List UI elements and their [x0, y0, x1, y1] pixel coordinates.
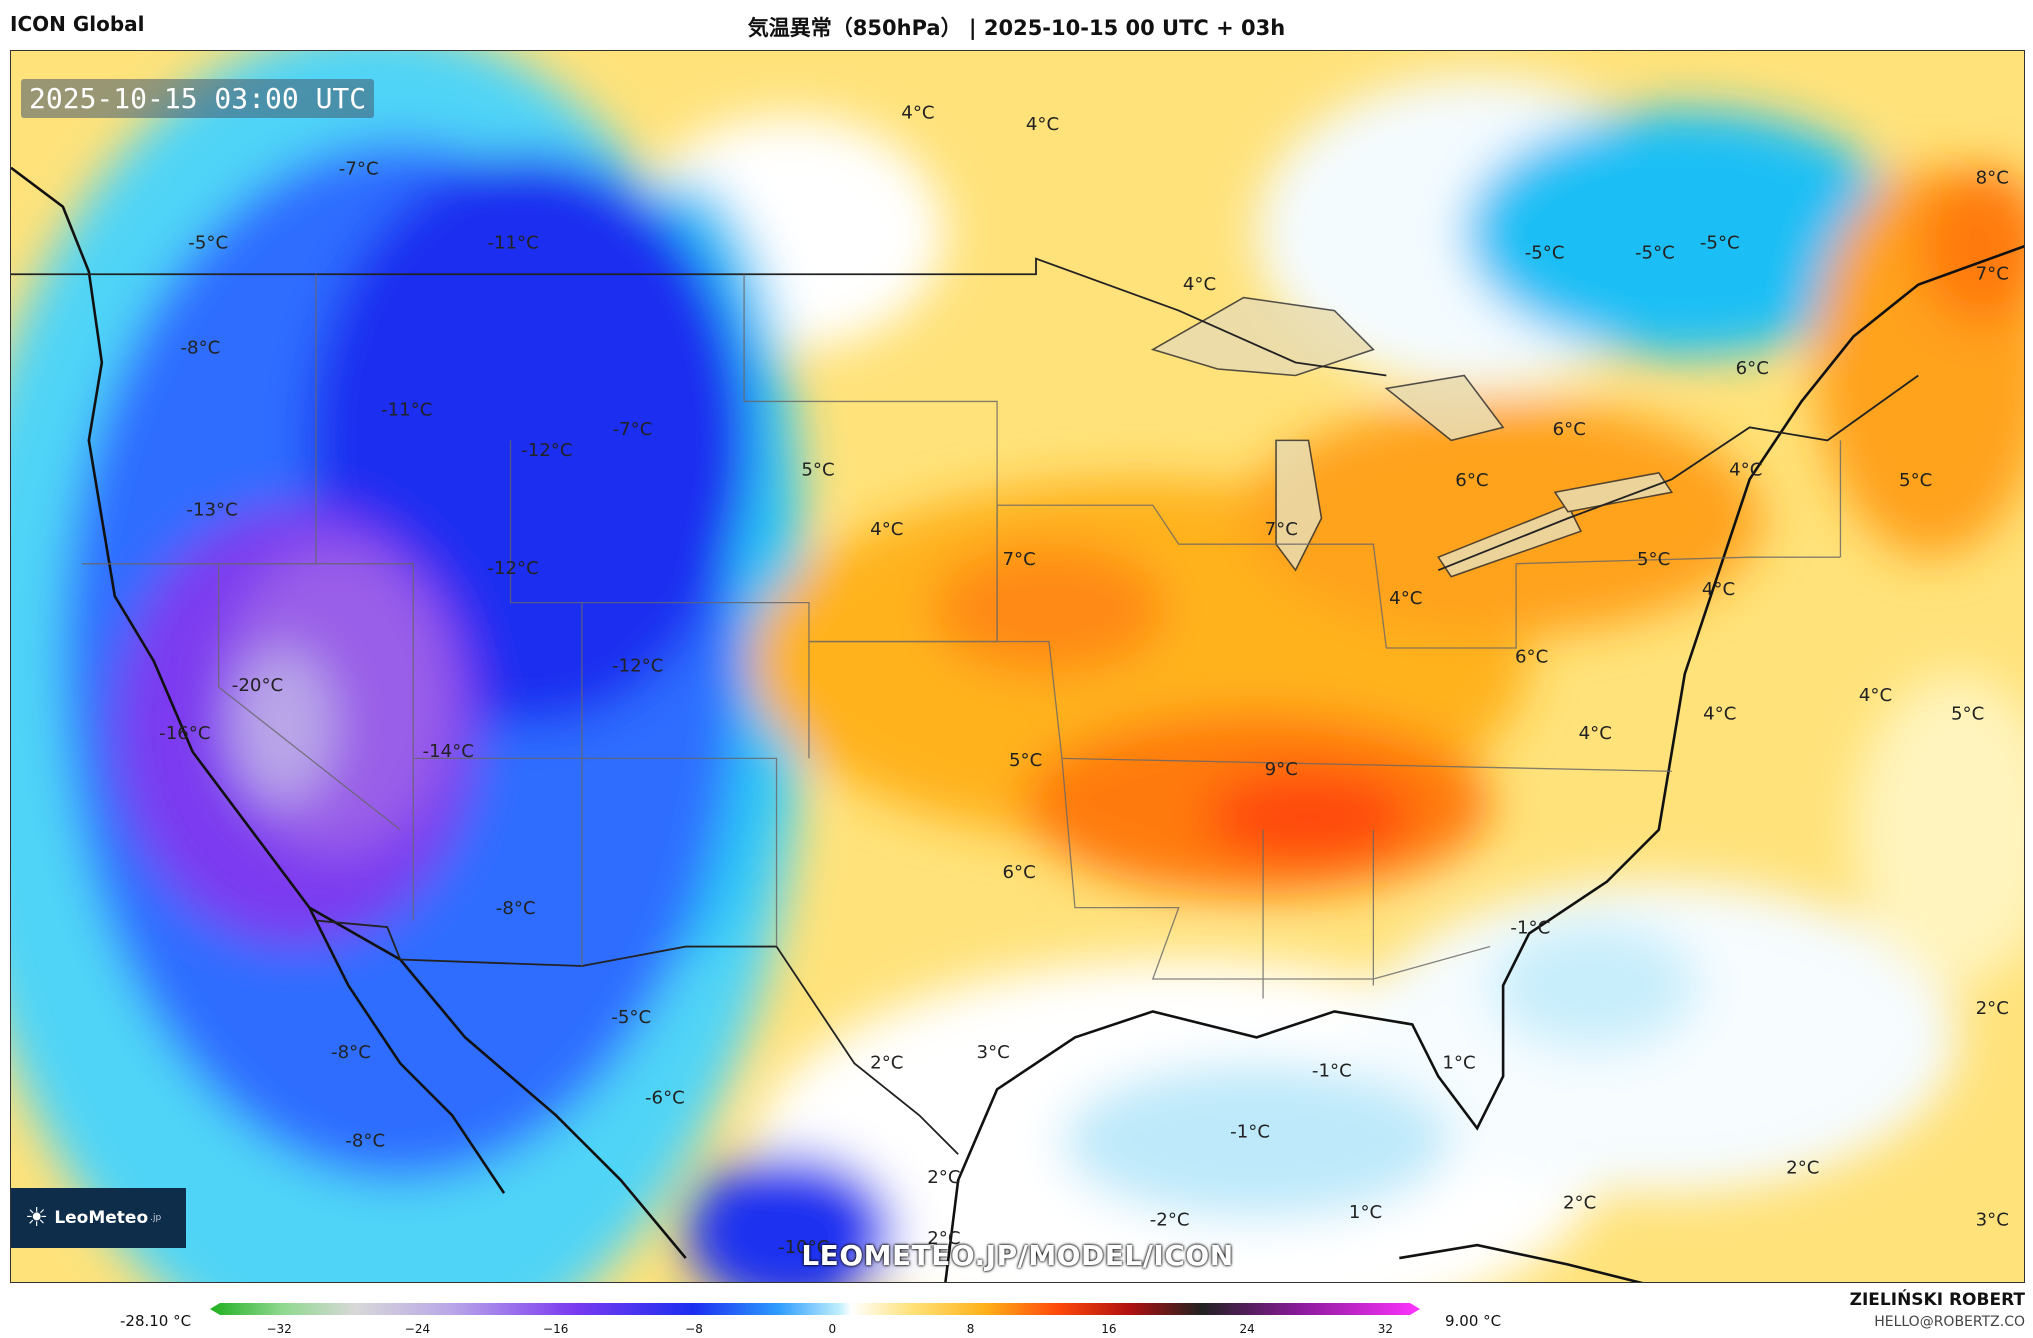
- temperature-label: 5°C: [801, 459, 834, 480]
- temperature-label: -5°C: [188, 232, 228, 253]
- temperature-label: 6°C: [1455, 470, 1488, 491]
- temperature-label: 5°C: [1009, 750, 1042, 771]
- colorbar-tick: 0: [828, 1322, 837, 1336]
- anomaly-map: 4°C 4°C -7°C -5°C -11°C -5°C -5°C -5°C 8°C 7°C 4°C…: [10, 50, 2025, 1283]
- temperature-label: 6°C: [1553, 419, 1586, 440]
- temperature-label: -11°C: [487, 232, 538, 253]
- temperature-label: -14°C: [423, 741, 474, 762]
- temperature-label: 6°C: [1002, 862, 1035, 883]
- temperature-label: -8°C: [181, 337, 221, 358]
- temperature-label: -10°C: [778, 1237, 829, 1258]
- temperature-label: -1°C: [1312, 1060, 1352, 1081]
- temperature-label: 4°C: [1579, 723, 1612, 744]
- temperature-label: -8°C: [331, 1042, 371, 1063]
- temperature-label: 4°C: [901, 102, 934, 123]
- temperature-label: -7°C: [613, 419, 653, 440]
- temperature-label: -5°C: [1525, 243, 1565, 264]
- temperature-label: -12°C: [521, 440, 572, 461]
- author-name: ZIELIŃSKI ROBERT: [1849, 1290, 2025, 1310]
- temperature-label: 3°C: [977, 1042, 1010, 1063]
- colorbar-tick: 16: [1101, 1322, 1117, 1336]
- colorbar-tick: 24: [1239, 1322, 1255, 1336]
- sun-icon: ☀: [25, 1203, 49, 1233]
- temperature-label: 8°C: [1976, 167, 2009, 188]
- temperature-label: -8°C: [345, 1130, 385, 1151]
- temperature-label: 4°C: [1389, 588, 1422, 609]
- temperature-label: -7°C: [339, 158, 379, 179]
- temperature-label: 4°C: [1859, 685, 1892, 706]
- colorbar-tick: 8: [966, 1322, 975, 1336]
- temperature-label: 2°C: [1976, 998, 2009, 1019]
- logo-brand: LeoMeteo: [54, 1208, 149, 1228]
- temperature-label: 1°C: [1442, 1053, 1475, 1074]
- temperature-label: 7°C: [1976, 263, 2009, 284]
- chart-title: 気温異常（850hPa） | 2025-10-15 00 UTC + 03h: [747, 16, 1286, 40]
- temperature-label: 7°C: [1002, 549, 1035, 570]
- temperature-label: -12°C: [487, 558, 538, 579]
- temperature-label: 4°C: [1702, 579, 1735, 600]
- colorbar-tick: −8: [685, 1322, 703, 1336]
- colorbar-tick: −32: [266, 1322, 292, 1336]
- colorbar-min-label: -28.10 °C: [120, 1312, 192, 1330]
- valid-time-badge: 2025-10-15 03:00 UTC: [21, 79, 375, 118]
- temperature-label: 5°C: [1637, 549, 1670, 570]
- temperature-label: -6°C: [645, 1088, 685, 1109]
- colorbar-tick: 32: [1377, 1322, 1394, 1336]
- temperature-label: 2°C: [1563, 1193, 1596, 1214]
- temperature-label: -16°C: [159, 723, 210, 744]
- temperature-label: -8°C: [496, 898, 536, 919]
- model-name: ICON Global: [10, 12, 145, 36]
- temperature-label: 1°C: [1349, 1202, 1382, 1223]
- temperature-label: 2°C: [927, 1228, 960, 1249]
- temperature-label: 3°C: [1976, 1210, 2009, 1231]
- temperature-label: -2°C: [1150, 1210, 1190, 1231]
- colorbar-tick: −16: [543, 1322, 569, 1336]
- map-canvas: 4°C 4°C -7°C -5°C -11°C -5°C -5°C -5°C 8°C 7°C 4°C…: [11, 51, 2024, 1282]
- colorbar: [210, 1303, 1420, 1315]
- temperature-label: 4°C: [870, 519, 903, 540]
- temperature-label: 6°C: [1736, 358, 1769, 379]
- temperature-label: -5°C: [1635, 243, 1675, 264]
- temperature-label: 2°C: [870, 1053, 903, 1074]
- temperature-label: -13°C: [186, 500, 237, 521]
- author-email: HELLO@ROBERTZ.CO: [1874, 1314, 2025, 1330]
- temperature-label: 4°C: [1183, 274, 1216, 295]
- temperature-labels: 4°C 4°C -7°C -5°C -11°C -5°C -5°C -5°C 8°C 7°C 4°C…: [159, 102, 2009, 1257]
- temperature-label: 6°C: [1515, 646, 1548, 667]
- temperature-label: 7°C: [1265, 519, 1298, 540]
- temperature-label: -5°C: [1700, 232, 1740, 253]
- logo-suffix: .jp: [150, 1213, 162, 1223]
- colorbar-tick: −24: [404, 1322, 431, 1336]
- watermark-url: LEOMETEO.JP/MODEL/ICON: [801, 1239, 1234, 1272]
- temperature-label: -12°C: [612, 655, 663, 676]
- colorbar-ticks: −32 −24 −16 −8 0 8 16 24 32: [210, 1322, 1420, 1338]
- temperature-label: 4°C: [1729, 459, 1762, 480]
- temperature-label: 4°C: [1026, 114, 1059, 135]
- temperature-label: -20°C: [232, 675, 283, 696]
- temperature-label: 2°C: [1786, 1158, 1819, 1179]
- temperature-label: -5°C: [611, 1007, 651, 1028]
- temperature-label: 4°C: [1703, 703, 1736, 724]
- temperature-label: -11°C: [381, 400, 432, 421]
- temperature-label: 2°C: [927, 1167, 960, 1188]
- temperature-label: -1°C: [1510, 918, 1550, 939]
- temperature-label: -1°C: [1230, 1121, 1270, 1142]
- leometeo-logo: ☀ LeoMeteo .jp: [11, 1188, 186, 1248]
- temperature-label: 9°C: [1265, 759, 1298, 780]
- colorbar-max-label: 9.00 °C: [1445, 1312, 1502, 1330]
- temperature-label: 5°C: [1899, 470, 1932, 491]
- temperature-label: 5°C: [1951, 703, 1984, 724]
